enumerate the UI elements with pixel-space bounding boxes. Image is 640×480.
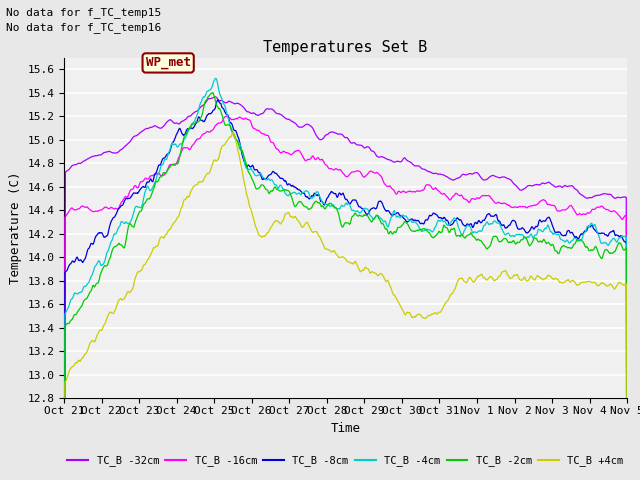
Text: No data for f_TC_temp15: No data for f_TC_temp15 xyxy=(6,7,162,18)
Legend: TC_B -32cm, TC_B -16cm, TC_B -8cm, TC_B -4cm, TC_B -2cm, TC_B +4cm: TC_B -32cm, TC_B -16cm, TC_B -8cm, TC_B … xyxy=(63,451,628,470)
Text: WP_met: WP_met xyxy=(146,57,191,70)
Text: No data for f_TC_temp16: No data for f_TC_temp16 xyxy=(6,22,162,33)
Title: Temperatures Set B: Temperatures Set B xyxy=(264,40,428,55)
X-axis label: Time: Time xyxy=(331,421,360,434)
Y-axis label: Temperature (C): Temperature (C) xyxy=(9,172,22,284)
